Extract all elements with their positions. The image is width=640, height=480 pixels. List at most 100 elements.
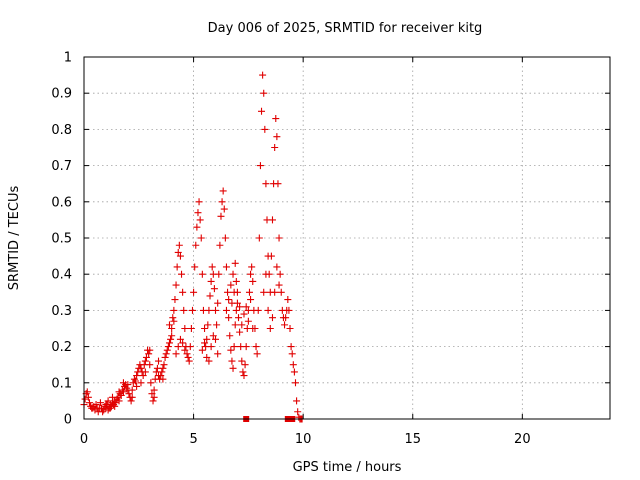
data-point [228,357,236,365]
data-point [207,277,215,285]
data-point [183,350,191,358]
data-point [176,252,184,260]
data-point [84,393,92,401]
data-point [277,288,285,296]
data-point [165,321,173,329]
data-point [214,299,222,307]
data-points [80,71,306,423]
data-point [141,357,149,365]
data-point [259,71,267,79]
data-point [186,343,194,351]
data-point [225,296,233,304]
data-point [232,306,240,314]
data-point [230,288,238,296]
data-point [149,397,157,405]
data-point [198,346,206,354]
data-point [179,339,187,347]
data-point [271,288,279,296]
data-point [230,343,238,351]
data-point [273,263,281,271]
data-point [236,303,244,311]
data-point [219,187,227,195]
data-point [128,393,136,401]
data-point [214,350,222,358]
data-point [96,399,104,407]
data-point [227,281,235,289]
data-point [213,321,221,329]
data-point [165,339,173,347]
data-point [235,314,243,322]
data-point [104,397,112,405]
data-point [172,281,180,289]
data-point [169,314,177,322]
x-tick-label: 0 [80,432,88,447]
data-point [170,317,178,325]
data-point [222,263,230,271]
data-point [249,277,257,285]
data-point [119,379,127,387]
data-point [203,353,211,361]
data-point [275,234,283,242]
data-point [117,391,125,399]
x-tick-label: 10 [295,432,312,447]
data-point [241,361,249,369]
data-point [203,335,211,343]
data-point [256,162,264,170]
y-axis-tick-labels: 0 0.1 0.2 0.3 0.4 0.5 0.6 0.7 0.8 0.9 1 [51,51,72,428]
data-point [187,325,195,332]
data-point [178,270,186,278]
data-point [229,270,237,278]
data-point [215,270,223,278]
data-point [146,346,154,354]
data-point [262,180,270,188]
y-tick-label: 0.9 [51,87,72,102]
data-point [194,209,202,217]
data-point [240,310,248,318]
data-point [150,393,158,401]
data-point [159,364,167,372]
data-point [133,372,141,380]
data-point [168,325,176,332]
data-point [227,346,235,354]
data-point [240,372,248,380]
data-point [209,332,217,340]
data-point [157,372,165,380]
data-point [275,281,283,289]
data-point [258,107,266,115]
y-tick-label: 0.7 [51,159,72,174]
data-point [236,328,244,336]
data-point [201,325,209,332]
data-point [289,361,297,369]
data-point [273,133,281,141]
data-point [201,339,209,347]
y-tick-label: 0.6 [51,195,72,210]
plot-frame [83,56,611,420]
data-point [268,216,276,224]
chart-title: Day 006 of 2025, SRMTID for receiver kit… [208,21,483,36]
data-point [244,317,252,325]
data-point [171,296,179,304]
y-tick-label: 0.2 [51,340,72,355]
data-point [81,395,89,403]
data-point [242,303,250,311]
data-point [252,343,260,351]
data-point [192,241,200,249]
data-point [212,335,219,343]
y-tick-label: 1 [64,51,72,66]
data-point [147,379,155,387]
data-point [293,397,301,405]
data-point [85,399,93,407]
data-point [262,270,270,278]
data-point [238,321,246,329]
data-point [288,350,296,358]
x-tick-label: 5 [189,432,197,447]
data-point [272,115,280,123]
data-point [108,393,116,401]
data-point [274,180,282,188]
data-point [102,401,110,409]
data-point [291,379,299,387]
data-point [217,212,225,220]
data-point [271,144,279,151]
data-point [239,368,247,376]
data-point [106,404,114,412]
